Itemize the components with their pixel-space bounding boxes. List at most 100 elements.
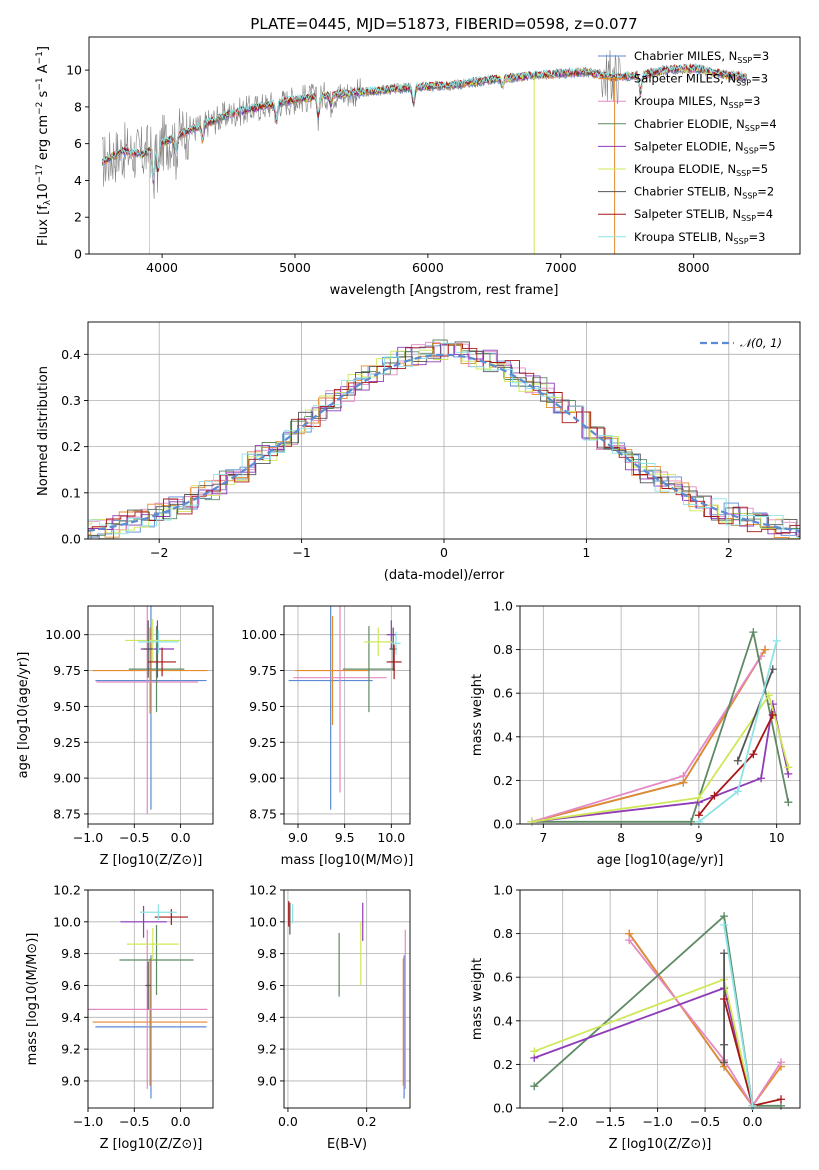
legend-label: Chabrier ELODIE, NSSP=4	[634, 117, 777, 133]
y-tick-label: 0.0	[493, 1101, 513, 1116]
age_vs_mass-axes-frame	[283, 605, 411, 825]
point-marker	[530, 1047, 539, 1056]
point-marker	[720, 949, 729, 958]
series-line	[533, 986, 754, 1107]
histogram-step	[88, 344, 800, 539]
point-marker	[687, 817, 696, 826]
histogram-step	[88, 339, 800, 539]
series-line	[628, 939, 782, 1108]
y-tick-label: 0.4	[61, 347, 81, 362]
point-marker	[530, 1082, 539, 1091]
x-tick-label: 0.0	[171, 1114, 191, 1129]
legend-label: Kroupa MILES, NSSP=3	[634, 94, 760, 110]
x-tick-label: 10.0	[377, 830, 405, 845]
y-tick-label: 10	[66, 63, 82, 78]
legend-label: 𝒩(0, 1)	[740, 336, 782, 350]
legend-label: Kroupa ELODIE, NSSP=5	[634, 162, 768, 178]
y-tick-label: 0	[74, 247, 82, 262]
legend-label: Chabrier MILES, NSSP=3	[634, 49, 769, 65]
series-line	[723, 924, 754, 1106]
point-marker	[720, 912, 729, 921]
y-tick-label: 8.75	[249, 806, 277, 821]
y-tick-label: 0.4	[493, 1013, 513, 1028]
y-tick-label: 9.25	[249, 735, 277, 750]
x-tick-label: 7	[539, 830, 547, 845]
spectrum-axes-frame	[88, 36, 801, 255]
x-tick-label: 2	[725, 545, 733, 560]
x-tick-label: 6000	[412, 260, 444, 275]
x-tick-label: 7000	[545, 260, 577, 275]
y-tick-label: 8.75	[53, 806, 81, 821]
point-marker	[720, 1058, 729, 1067]
y-tick-label: 8	[74, 99, 82, 114]
x-tick-label: 5000	[279, 260, 311, 275]
series-line	[736, 668, 774, 762]
y-tick-label: 1.0	[493, 883, 513, 898]
y-tick-label: 9.4	[61, 1010, 81, 1025]
series-line	[533, 978, 754, 1106]
y-tick-label: 10.2	[53, 883, 81, 898]
y-tick-label: 0.2	[493, 1057, 513, 1072]
point-marker	[784, 798, 793, 807]
y-axis-label: mass weight	[470, 674, 485, 756]
x-tick-label: −1.0	[73, 830, 103, 845]
y-tick-label: 0.8	[493, 642, 513, 657]
residuals-axes-frame	[87, 321, 801, 540]
point-marker	[720, 920, 729, 929]
y-tick-label: 0.4	[493, 729, 513, 744]
normal-curve	[87, 353, 801, 532]
x-tick-label: −2.0	[548, 1114, 578, 1129]
x-tick-label: 1	[582, 545, 590, 560]
y-tick-label: 9.50	[249, 699, 277, 714]
y-tick-label: 9.6	[257, 978, 277, 993]
y-axis-label: Flux [fλ10−17 erg cm−2 s−1 A−1]	[35, 46, 53, 246]
x-tick-label: −0.5	[119, 1114, 149, 1129]
x-axis-label: mass [log10(M/M⊙)]	[281, 853, 414, 868]
x-tick-label: 9	[695, 830, 703, 845]
point-marker	[784, 763, 793, 772]
y-tick-label: 9.00	[53, 771, 81, 786]
x-axis-label: Z [log10(Z/Z⊙)]	[100, 853, 203, 868]
y-tick-label: 9.0	[257, 1073, 277, 1088]
x-tick-label: 0	[440, 545, 448, 560]
x-tick-label: −2	[150, 545, 168, 560]
y-tick-label: 10.0	[53, 914, 81, 929]
point-marker	[733, 787, 742, 796]
legend-label: Chabrier STELIB, NSSP=2	[634, 185, 774, 201]
x-axis-label: Z [log10(Z/Z⊙)]	[100, 1137, 203, 1152]
x-tick-label: −1.0	[642, 1114, 672, 1129]
point-marker	[757, 774, 766, 783]
y-tick-label: 9.2	[61, 1042, 81, 1057]
mass_vs_EBV-axes-frame	[283, 889, 411, 1109]
y-tick-label: 10.00	[45, 627, 81, 642]
point-marker	[761, 645, 769, 654]
point-marker	[748, 1101, 757, 1110]
point-marker	[527, 817, 536, 826]
y-tick-label: 0.0	[61, 532, 81, 547]
x-axis-label: age [log10(age/yr)]	[597, 853, 724, 868]
point-marker	[720, 995, 729, 1003]
point-marker	[764, 691, 773, 700]
point-marker	[749, 628, 758, 637]
y-tick-label: 9.00	[249, 771, 277, 786]
y-tick-label: 0.6	[493, 686, 513, 701]
x-tick-label: 4000	[146, 260, 178, 275]
mass_vs_Z-axes-frame	[87, 889, 214, 1109]
y-tick-label: 0.0	[493, 817, 513, 832]
series-line	[531, 693, 790, 823]
histogram-step	[88, 342, 800, 539]
x-tick-label: −1	[292, 545, 310, 560]
point-marker	[694, 793, 703, 802]
legend-label: Salpeter MILES, NSSP=3	[634, 72, 768, 88]
y-tick-label: 9.8	[257, 946, 277, 961]
y-tick-label: 10.0	[249, 914, 277, 929]
x-tick-label: 0.0	[743, 1114, 763, 1129]
y-tick-label: 0.6	[493, 970, 513, 985]
point-marker	[733, 756, 742, 765]
x-axis-label: E(B-V)	[327, 1137, 367, 1152]
series-line	[531, 649, 766, 823]
point-marker	[679, 772, 688, 781]
x-axis-label: wavelength [Angstrom, rest frame]	[330, 283, 559, 298]
y-tick-label: 10.2	[249, 883, 277, 898]
x-tick-label: 0.0	[171, 830, 191, 845]
